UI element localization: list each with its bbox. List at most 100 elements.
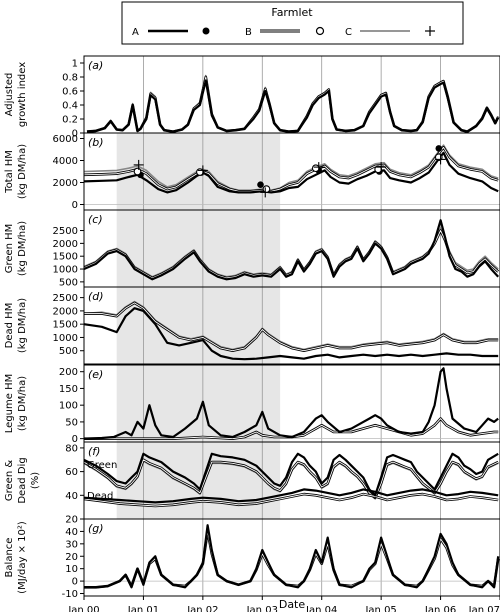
y-axis-label: growth index: [17, 62, 28, 127]
legend: Farmlet A B C: [121, 1, 464, 45]
y-tick-label: 1000: [53, 265, 78, 276]
series-c-line: [83, 144, 499, 191]
x-tick-label: Jan 02: [186, 605, 218, 612]
x-tick-label: Jan 00: [67, 605, 99, 612]
legend-marker-c: [425, 26, 435, 36]
panel-tag: (c): [88, 213, 103, 226]
marker-c: [376, 162, 387, 173]
y-tick-label: 4000: [53, 156, 78, 167]
series-a-line: [84, 524, 500, 589]
x-tick-label: Jan 01: [127, 605, 159, 612]
y-tick-label: 0.8: [62, 73, 78, 84]
y-tick-label: 0.6: [62, 87, 78, 98]
y-tick-label: 2000: [53, 306, 78, 317]
panel-tag: (b): [88, 136, 104, 149]
y-axis-label: Legume HM: [4, 374, 15, 433]
x-tick-label: Jan 04: [305, 605, 337, 612]
marker-b: [133, 167, 142, 176]
y-axis-label: (kg DM/ha): [17, 144, 28, 199]
y-tick-label: 500: [59, 346, 78, 357]
x-tick-label: Jan 07: [468, 605, 500, 612]
panel-e: 0 50 100 150 200 (e) Legume HM (kg DM/ha): [4, 364, 500, 445]
y-tick-label: 0: [72, 577, 78, 588]
y-tick-label: 40: [65, 491, 78, 502]
y-tick-label: 0.2: [62, 115, 78, 126]
y-tick-label: 1500: [53, 252, 78, 263]
panel-tag: (f): [88, 445, 100, 458]
y-tick-label: 60: [65, 467, 78, 478]
x-tick-label: Jan 06: [424, 605, 456, 612]
y-tick-label: 6000: [53, 134, 78, 145]
legend-label-c: C: [345, 27, 352, 38]
legend-title: Farmlet: [271, 6, 313, 19]
marker-c: [133, 159, 144, 170]
panel-tag: (a): [88, 59, 103, 72]
y-tick-label: 200: [59, 367, 78, 378]
marker-c: [260, 187, 271, 198]
panel-frame: [83, 286, 500, 365]
series-b-line-inner: [84, 302, 499, 352]
y-tick-label: 2500: [53, 226, 78, 237]
series-a-line: [83, 151, 499, 194]
panels: 00.20.40.60.81 (a)Adjusted growth index020…: [4, 55, 500, 600]
y-axis-label: (kg DM/ha): [17, 376, 28, 431]
panel-tag: (g): [88, 522, 104, 535]
legend-box: [121, 1, 464, 45]
marker-b: [262, 185, 271, 193]
y-axis-label: Dead HM: [4, 303, 15, 349]
series-b-line-inner: [83, 146, 499, 192]
y-axis-label: Adjusted: [4, 73, 15, 117]
panel-frame: [83, 55, 500, 134]
y-tick-label: 10: [65, 564, 78, 575]
marker-c: [313, 162, 324, 173]
y-tick-label: 2000: [53, 178, 78, 189]
x-tick-labels: Jan 00 Jan 01 Jan 02 Jan 03 Jan 04 Jan 05 Jan …: [67, 596, 500, 612]
y-tick-label: 50: [65, 417, 78, 428]
y-tick-label: 30: [65, 539, 78, 550]
y-tick-label: 2500: [53, 293, 78, 304]
y-tick-label: 1000: [53, 333, 78, 344]
y-tick-label: 100: [59, 401, 78, 412]
y-tick-label: 0: [72, 129, 78, 140]
x-tick-label: Jan 05: [364, 605, 396, 612]
panel-f: 20 40 60 80 (f) Green & Dead Dig (%) Green Dead: [4, 441, 500, 526]
y-tick-label: -10: [62, 589, 78, 600]
series-a-line: [83, 219, 500, 281]
y-tick-label: 1500: [53, 320, 78, 331]
x-tick-label: Jan 03: [246, 605, 278, 612]
series-a-line: [83, 307, 499, 361]
y-axis-label: (kg DM/ha): [17, 221, 28, 276]
y-tick-label: 20: [65, 552, 78, 563]
marker-a: [257, 181, 264, 188]
legend-label-b: B: [245, 27, 252, 38]
annotation-dead: Dead: [87, 491, 113, 502]
panel-a: 0 0.2 0.4 0.6 0.8 1 (a) Adjusted growth index: [4, 55, 500, 140]
marker-c: [435, 154, 446, 165]
series-a-line: [83, 452, 499, 497]
legend-label-a: A: [132, 27, 139, 38]
series-b-line: [84, 530, 500, 589]
y-tick-label: 500: [59, 277, 78, 288]
y-axis-label: Total HM: [4, 150, 15, 194]
y-tick-label: 0.4: [62, 101, 78, 112]
y-axis-label: (%): [30, 472, 41, 489]
series-a-line: [86, 79, 500, 133]
y-axis-label: (kg DM/ha): [17, 298, 28, 353]
y-tick-label: 40: [65, 527, 78, 538]
y-axis-label: Green &: [4, 460, 15, 501]
y-axis-label: Green HM: [4, 224, 15, 274]
y-tick-label: 150: [59, 384, 78, 395]
x-axis-label: Date: [279, 598, 306, 611]
panel-tag: (d): [88, 290, 104, 303]
annotation-green: Green: [87, 460, 117, 471]
panel-d: 500 1000 1500 2000 2500 (d) Dead HM (kg DM/ha): [4, 286, 500, 365]
y-axis-label: Balance: [4, 538, 15, 578]
y-tick-label: 20: [65, 515, 78, 526]
y-axis-label: (MJ/day × 10²): [17, 521, 28, 594]
marker-b: [196, 168, 204, 176]
series-b-line-inner: [83, 493, 499, 507]
marker-c: [197, 165, 208, 176]
